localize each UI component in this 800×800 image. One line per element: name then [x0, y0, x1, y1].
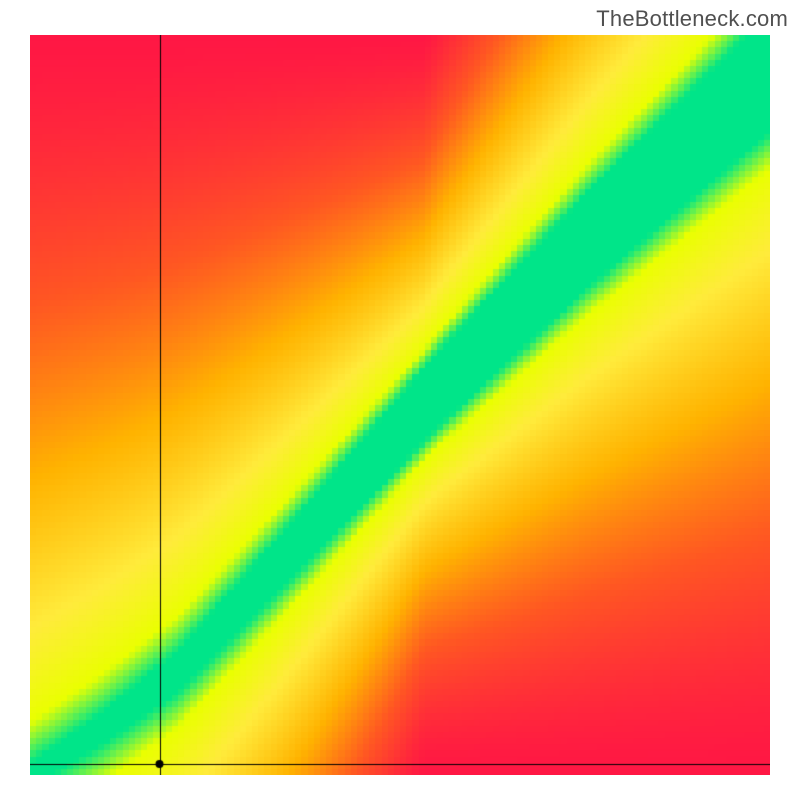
chart-container: TheBottleneck.com [0, 0, 800, 800]
bottleneck-heatmap [30, 35, 770, 775]
watermark-text: TheBottleneck.com [596, 6, 788, 32]
